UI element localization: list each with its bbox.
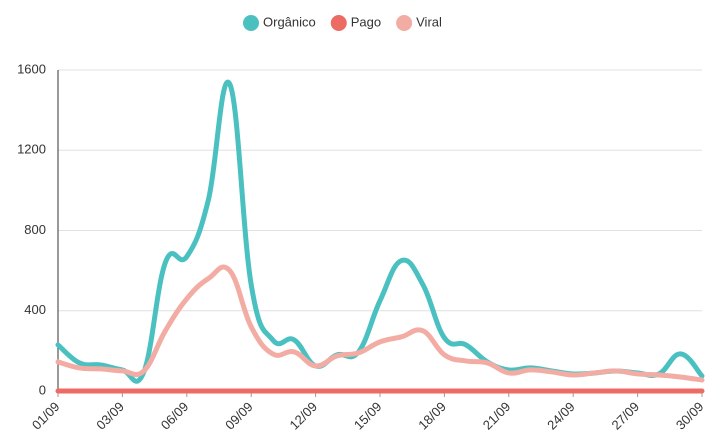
x-tick-label: 15/09: [351, 399, 385, 433]
y-tick-label: 400: [24, 302, 46, 317]
x-tick-label: 21/09: [480, 399, 514, 433]
x-tick-label: 18/09: [415, 399, 449, 433]
y-tick-label: 1600: [17, 61, 46, 76]
x-tick-label: 27/09: [609, 399, 643, 433]
x-tick-label: 01/09: [29, 399, 63, 433]
legend-marker: [396, 15, 413, 31]
y-tick-label: 1200: [17, 142, 46, 157]
legend-label: Pago: [351, 14, 381, 29]
legend-marker: [243, 15, 259, 31]
series-line: [55, 79, 705, 384]
x-tick-label: 06/09: [158, 399, 192, 433]
y-tick-label: 800: [24, 222, 46, 237]
x-tick-label: 09/09: [222, 399, 256, 433]
x-tick-label: 30/09: [673, 399, 706, 433]
x-tick-label: 03/09: [93, 399, 127, 433]
series-line: [55, 264, 705, 383]
x-tick-label: 24/09: [544, 399, 578, 433]
y-tick-label: 0: [39, 382, 46, 397]
x-tick-label: 12/09: [287, 399, 321, 433]
legend-marker: [330, 15, 347, 31]
legend-label: Orgânico: [263, 14, 316, 29]
legend-label: Viral: [416, 14, 442, 29]
legend: Orgânico Pago Viral: [243, 14, 442, 31]
